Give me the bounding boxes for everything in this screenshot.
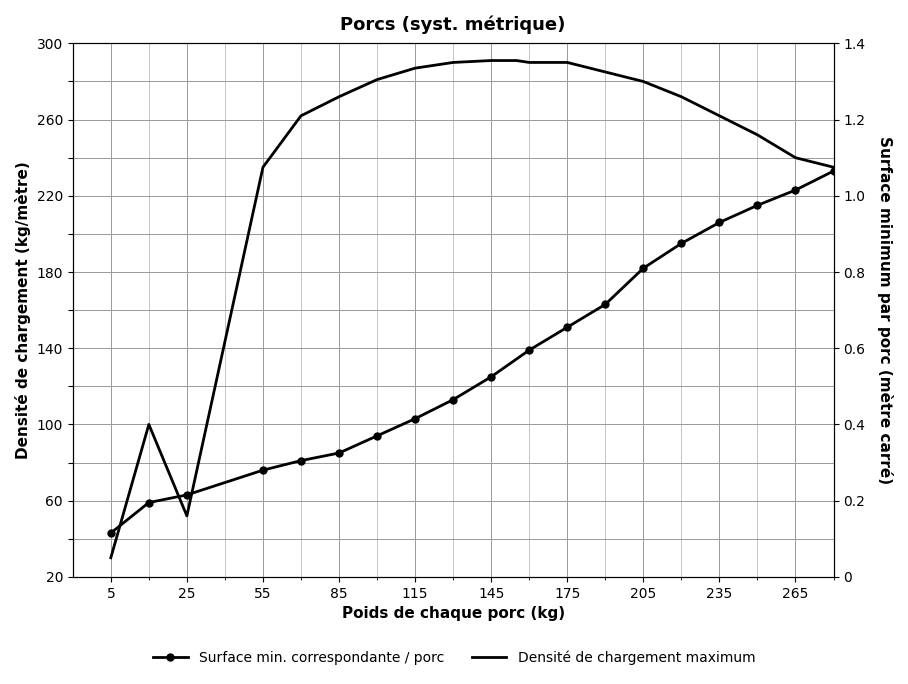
Densité de chargement maximum (752, 131, 763, 139)
Densité de chargement maximum (562, 58, 573, 66)
Surface min. correspondante / porc (410, 415, 420, 423)
Densité de chargement maximum (448, 58, 459, 66)
Surface min. correspondante / porc (143, 499, 154, 507)
Title: Porcs (syst. métrique): Porcs (syst. métrique) (340, 15, 566, 34)
Surface min. correspondante / porc (524, 346, 535, 354)
Densité de chargement maximum (105, 553, 116, 562)
Densité de chargement maximum (638, 77, 649, 86)
Surface min. correspondante / porc (600, 300, 611, 308)
Densité de chargement maximum (333, 92, 344, 101)
Densité de chargement maximum (143, 421, 154, 429)
Densité de chargement maximum (676, 92, 686, 101)
Surface min. correspondante / porc (638, 264, 649, 272)
Surface min. correspondante / porc (448, 395, 459, 404)
Densité de chargement maximum (258, 163, 269, 171)
Densité de chargement maximum (511, 57, 522, 65)
Densité de chargement maximum (714, 111, 725, 120)
Densité de chargement maximum (295, 111, 306, 120)
Surface min. correspondante / porc (562, 323, 573, 331)
Densité de chargement maximum (371, 75, 382, 83)
Y-axis label: Surface minimum par porc (mètre carré): Surface minimum par porc (mètre carré) (877, 136, 893, 484)
Densité de chargement maximum (486, 57, 497, 65)
Densité de chargement maximum (182, 512, 192, 520)
Densité de chargement maximum (828, 163, 839, 171)
Surface min. correspondante / porc (676, 239, 686, 248)
Line: Surface min. correspondante / porc: Surface min. correspondante / porc (107, 168, 837, 536)
Surface min. correspondante / porc (371, 432, 382, 440)
X-axis label: Poids de chaque porc (kg): Poids de chaque porc (kg) (341, 606, 565, 621)
Surface min. correspondante / porc (790, 186, 801, 194)
Line: Densité de chargement maximum: Densité de chargement maximum (111, 61, 834, 557)
Y-axis label: Densité de chargement (kg/mètre): Densité de chargement (kg/mètre) (15, 161, 31, 459)
Densité de chargement maximum (410, 64, 420, 73)
Legend: Surface min. correspondante / porc, Densité de chargement maximum: Surface min. correspondante / porc, Dens… (147, 644, 761, 670)
Densité de chargement maximum (524, 58, 535, 66)
Surface min. correspondante / porc (752, 201, 763, 209)
Surface min. correspondante / porc (333, 449, 344, 457)
Densité de chargement maximum (790, 154, 801, 162)
Surface min. correspondante / porc (295, 456, 306, 464)
Surface min. correspondante / porc (182, 491, 192, 499)
Surface min. correspondante / porc (486, 373, 497, 381)
Densité de chargement maximum (600, 68, 611, 76)
Surface min. correspondante / porc (105, 529, 116, 537)
Surface min. correspondante / porc (714, 218, 725, 226)
Surface min. correspondante / porc (258, 466, 269, 474)
Surface min. correspondante / porc (828, 167, 839, 175)
